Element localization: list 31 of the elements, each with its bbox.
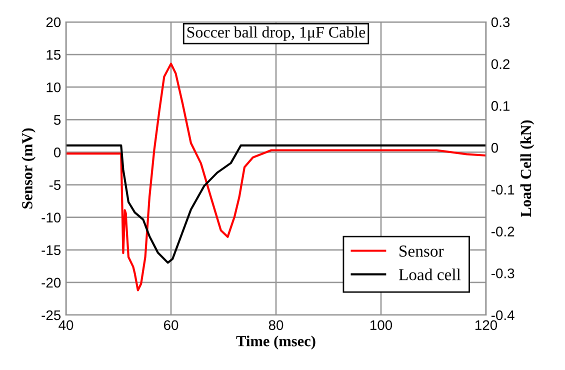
y-tick-label: 10 <box>46 82 61 92</box>
y2-tick-label: -0.1 <box>491 184 514 195</box>
y-axis-title: Sensor (mV) <box>22 128 36 208</box>
y2-tick-label: -0.2 <box>491 226 514 236</box>
x-tick-label: 100 <box>370 320 392 330</box>
y-tick-label: 20 <box>46 17 61 28</box>
y2-tick-label: -0.4 <box>491 310 514 320</box>
y2-tick-label: 0.3 <box>491 17 510 28</box>
x-tick-label: 40 <box>58 320 74 330</box>
y-tick-label: -15 <box>42 245 61 256</box>
chart-title: Soccer ball drop, 1μF Cable <box>187 26 366 41</box>
y-tick-label: -25 <box>42 310 61 320</box>
y-tick-label: 0 <box>54 148 61 158</box>
y2-tick-label: 0.1 <box>491 101 510 111</box>
y-tick-label: 15 <box>46 50 61 60</box>
line-series <box>66 144 486 264</box>
x-tick-label: 120 <box>475 320 498 330</box>
y-tick-label: -5 <box>49 180 61 190</box>
y2-tick-label: 0.2 <box>491 59 510 70</box>
x-tick-label: 80 <box>268 320 284 330</box>
line-series <box>66 62 486 292</box>
legend-label: Load cell <box>398 268 461 280</box>
y2-tick-label: 0 <box>491 142 498 153</box>
legend-label: Sensor <box>400 246 444 257</box>
x-axis-title: Time (msec) <box>236 336 316 350</box>
x-tick-label: 60 <box>164 320 178 330</box>
y-tick-label: -20 <box>42 278 61 288</box>
y2-axis-title: Load Cell (kN) <box>520 120 534 218</box>
y-tick-label: 5 <box>54 115 61 125</box>
y-tick-label: -10 <box>42 212 61 223</box>
y2-tick-label: -0.3 <box>491 268 514 278</box>
